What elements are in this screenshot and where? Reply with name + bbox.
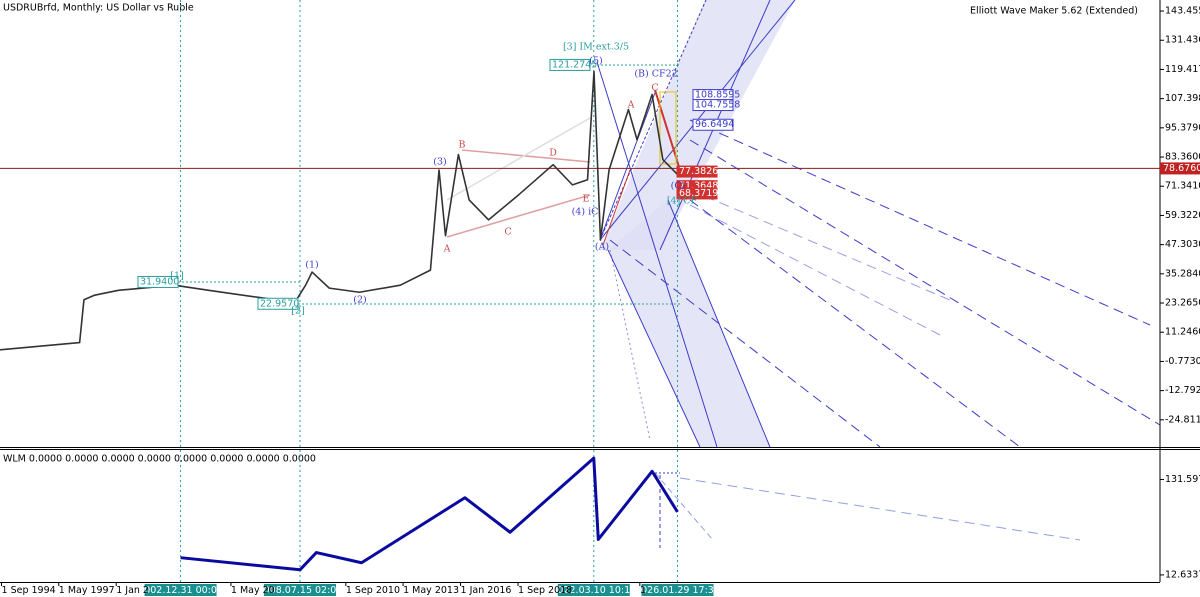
price-tag-label: 96.6494 [695, 119, 734, 130]
wave-label: A [443, 244, 451, 255]
price-line [0, 70, 679, 351]
wave-label: (1) [305, 260, 318, 271]
price-tag-box [137, 275, 179, 288]
triangle-line [446, 194, 591, 238]
price-tag-box [692, 99, 734, 112]
fan-line [609, 249, 651, 441]
y-tick-label: 35.2840 [1165, 268, 1200, 279]
y-tick-label: 12.6337 [1165, 569, 1200, 580]
fan-line [599, 89, 657, 241]
wave-label: E [583, 194, 590, 205]
marker-label: 2022.03.10 10:15 [551, 585, 636, 596]
price-tag-label: 108.8595 [695, 90, 740, 101]
wave-line [602, 169, 631, 246]
y-tick-label: 131.4360 [1165, 35, 1200, 46]
marker-label-bg [144, 584, 217, 596]
y-tick-label: 59.3220 [1165, 210, 1200, 221]
marker-label-bg [641, 584, 714, 596]
current-price-tag [1160, 162, 1200, 175]
price-tag-box [676, 187, 718, 200]
current-price-label: 78.6760 [1163, 163, 1200, 174]
x-tick-label: 1 Sep 1994 [2, 585, 56, 596]
y-tick-label: 47.3030 [1165, 239, 1200, 250]
x-tick-label: 1 Sep 2018 [518, 585, 572, 596]
indicator-title: WLM 0.0000 0.0000 0.0000 0.0000 0.0000 0… [3, 454, 316, 465]
fan-line [596, 61, 718, 448]
price-tag-box [549, 58, 591, 71]
price-tag-label: 22.9570 [260, 298, 299, 309]
price-tag-box [257, 297, 299, 310]
wave-label: C [504, 227, 511, 238]
wave-label: C [651, 83, 658, 94]
fan-line [607, 249, 701, 448]
wave-label: D [549, 148, 557, 159]
triangle-line [461, 149, 591, 163]
y-tick-label: -0.7730 [1165, 356, 1200, 367]
price-tag-label: 68.3719 [679, 188, 718, 199]
x-tick-label: 1 May 20 [231, 585, 275, 596]
price-line [180, 456, 679, 572]
fan-line [689, 139, 1161, 426]
y-tick-label: -24.8110 [1165, 414, 1200, 425]
wave-label: [1] [170, 271, 183, 282]
price-tag-box [692, 118, 734, 131]
y-tick-label: -12.7920 [1165, 385, 1200, 396]
price-tag-label: 71.3648 [679, 181, 718, 192]
y-tick-label: 71.3410 [1165, 181, 1200, 192]
fan-line [689, 199, 1021, 448]
chart-title: USDRUBrfd, Monthly: US Dollar vs Ruble [3, 3, 194, 14]
y-tick-label: 107.3980 [1165, 93, 1200, 104]
marker-label-bg [557, 584, 630, 596]
projection-line [654, 472, 714, 541]
indicator-name: Elliott Wave Maker 5.62 (Extended) [970, 6, 1138, 17]
wave-label: (4) iC [572, 207, 599, 218]
y-tick-label: 119.4170 [1165, 64, 1200, 75]
wave-label: (5) [589, 56, 602, 67]
falling-channel [608, 200, 770, 447]
x-tick-label: 1 May 2013 [403, 585, 459, 596]
wave-label: [2] [291, 306, 304, 317]
marker-label: 2008.07.15 02:00 [258, 585, 343, 596]
wave-label: [3] IM ext.3/5 [563, 42, 629, 53]
price-tag-label: 121.2745 [552, 59, 597, 70]
x-tick-label: 1 May 1997 [59, 585, 115, 596]
wave-label: (3) [433, 157, 446, 168]
wave-label: [4] CF [667, 196, 698, 207]
marker-label: 2002.12.31 00:00 [138, 585, 223, 596]
wave-label: (C) [671, 181, 686, 192]
wave-label: A [627, 100, 635, 111]
wave-label: (2) [353, 295, 366, 306]
y-tick-label: 95.3790 [1165, 122, 1200, 133]
wave-label: (B) CF22 [634, 69, 677, 80]
y-tick-label: 23.2650 [1165, 298, 1200, 309]
x-tick-label: 1 Jan 2016 [461, 585, 512, 596]
wave-label: B [459, 140, 466, 151]
fan-line [609, 239, 881, 448]
y-tick-label: 143.4550 [1165, 6, 1200, 17]
price-tag-label: 104.7558 [695, 100, 740, 111]
marker-label-bg [264, 584, 337, 596]
price-tag-box [676, 165, 718, 178]
y-tick-label: 83.3600 [1165, 152, 1200, 163]
y-tick-label: 11.2460 [1165, 327, 1200, 338]
x-tick-label: 1 Sep 2010 [346, 585, 400, 596]
frame [0, 0, 1200, 583]
x-tick-label: 1 [640, 585, 646, 596]
triangle-line [446, 117, 591, 201]
price-tag-label: 77.3826 [679, 166, 718, 177]
price-tag-label: 31.9400 [140, 276, 179, 287]
x-tick-label: 1 Jan 2 [116, 585, 149, 596]
y-tick-label: 131.5978 [1165, 474, 1200, 485]
fan-line [599, 0, 707, 241]
projection-line [679, 477, 1081, 541]
fan-line [689, 119, 1151, 326]
wave-label: (A) [595, 242, 609, 253]
marker-label: 2026.01.29 17:30 [635, 585, 720, 596]
